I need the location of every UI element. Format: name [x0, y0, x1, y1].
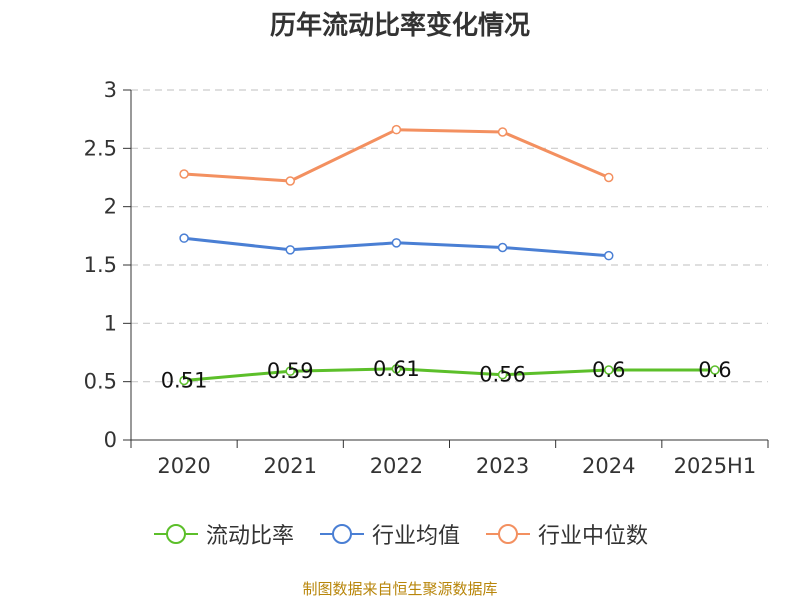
x-tick-label: 2024 [582, 454, 635, 478]
data-label: 0.6 [592, 358, 625, 382]
chart-title: 历年流动比率变化情况 [269, 11, 530, 41]
legend-marker-icon [153, 524, 198, 544]
data-point [710, 365, 720, 375]
x-tick-label: 2021 [264, 454, 317, 478]
source-note: 制图数据来自恒生聚源数据库 [302, 580, 498, 598]
legend-label: 行业均值 [371, 524, 460, 549]
data-point [285, 245, 295, 255]
legend-item-industry-mean[interactable]: 行业均值 [318, 518, 460, 550]
y-tick-label: 2.5 [84, 136, 117, 160]
x-tick-label: 2022 [370, 454, 423, 478]
x-tick-label: 2025H1 [674, 454, 757, 478]
data-point [179, 169, 189, 179]
y-tick-label: 3 [104, 78, 117, 102]
data-point [604, 365, 614, 375]
series-line [182, 128, 611, 183]
legend-marker-icon [319, 524, 364, 544]
data-label: 0.61 [373, 357, 420, 381]
y-tick-label: 0.5 [84, 370, 117, 394]
y-tick-label: 1.5 [84, 253, 117, 277]
data-point [497, 369, 508, 380]
legend-marker-icon [486, 524, 530, 544]
x-tick-label: 2020 [157, 454, 210, 478]
grid-lines [131, 89, 768, 383]
data-point [391, 238, 402, 248]
data-point [604, 250, 614, 261]
y-tick-label: 2 [104, 195, 117, 219]
y-tick-label: 1 [104, 311, 117, 335]
series-line [182, 367, 717, 382]
legend-label: 行业中位数 [538, 524, 649, 549]
data-label: 0.6 [698, 358, 731, 382]
data-label: 0.59 [267, 359, 314, 383]
data-point [604, 172, 614, 183]
data-point [391, 124, 402, 135]
legend: 流动比率 行业均值 行业中位数 [0, 518, 800, 550]
data-label: 0.51 [161, 369, 208, 393]
data-point [285, 366, 295, 376]
y-tick-label: 0 [104, 428, 117, 452]
x-tick-label: 2023 [476, 454, 529, 478]
data-point [497, 242, 508, 253]
legend-item-current-ratio[interactable]: 流动比率 [152, 518, 294, 550]
data-labels: 0.51 0.59 0.61 0.56 0.6 0.6 [161, 357, 732, 393]
legend-item-industry-median[interactable]: 行业中位数 [484, 518, 648, 550]
data-point [497, 127, 508, 137]
series-lines [179, 124, 720, 386]
data-label: 0.56 [479, 363, 526, 387]
data-point [391, 364, 402, 374]
data-point [285, 176, 295, 186]
data-point [179, 233, 189, 243]
data-point [179, 375, 189, 386]
legend-label: 流动比率 [205, 524, 294, 549]
